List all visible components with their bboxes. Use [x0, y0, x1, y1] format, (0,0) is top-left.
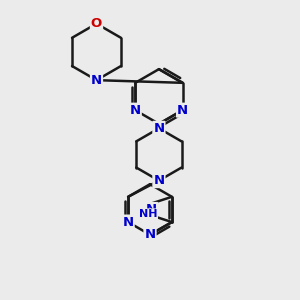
Text: N: N: [144, 228, 156, 241]
Text: NH: NH: [139, 209, 157, 219]
Text: N: N: [130, 104, 141, 117]
Text: N: N: [146, 203, 157, 216]
Text: N: N: [153, 122, 164, 135]
Text: N: N: [123, 216, 134, 229]
Text: N: N: [177, 104, 188, 117]
Text: N: N: [91, 74, 102, 87]
Text: O: O: [91, 17, 102, 30]
Text: N: N: [153, 174, 164, 187]
